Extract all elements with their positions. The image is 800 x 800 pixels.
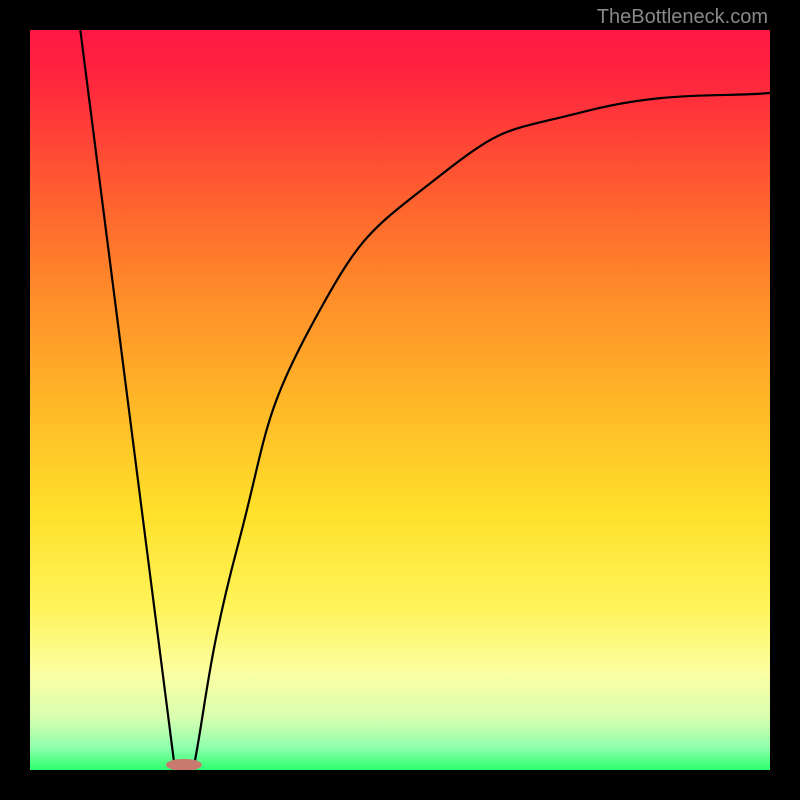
chart-svg [30,30,770,770]
watermark-text: TheBottleneck.com [597,6,768,29]
plot-area [30,30,770,770]
gradient-background [30,30,770,770]
bottleneck-chart: TheBottleneck.com [0,0,800,800]
